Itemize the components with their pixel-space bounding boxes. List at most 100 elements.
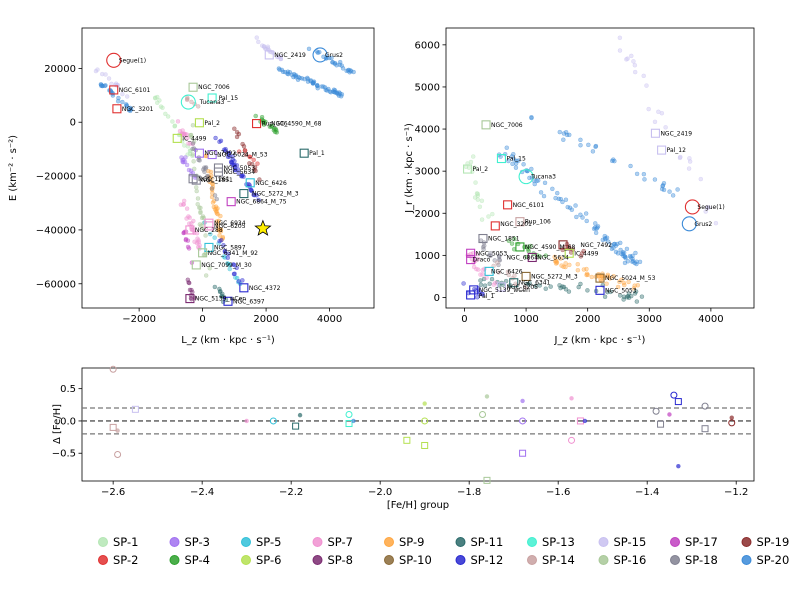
energy-cloud-point (192, 239, 197, 244)
energy-cloud-point (209, 186, 215, 191)
energy-cloud-point (225, 154, 231, 160)
energy-cloud-point (240, 141, 245, 147)
energy-cloud-point (265, 44, 271, 49)
energy-cloud-point (190, 146, 195, 152)
actions-cloud-point (575, 267, 581, 273)
metallicity-panel: −2.6 −2.4 −2.2 −2.0 −1.8 −1.6 −1.4 −1.2 −0.5 0.0 0… (52, 365, 755, 511)
actions-cloud-point (491, 282, 497, 287)
actions-cloud-point (578, 212, 583, 218)
actions-cloud-point (528, 243, 533, 249)
energy-cloud-point (214, 219, 220, 224)
energy-cloud-point (326, 86, 331, 92)
metallicity-point (519, 417, 527, 425)
actions-cloud-point (626, 291, 632, 296)
actions-cloud-point (667, 189, 672, 194)
actions-cloud-point (584, 218, 589, 224)
actions-cloud-point (615, 284, 621, 290)
actions-ylabel: J_r (km · kpc · s⁻¹) (404, 123, 415, 214)
energy-cloud-point (185, 95, 190, 101)
energy-cluster-marker (207, 149, 217, 160)
energy-cloud-point (178, 202, 184, 207)
metallicity-point (345, 420, 353, 428)
metallicity-ylabel: Δ [Fe/H] (52, 404, 63, 444)
legend-swatch (169, 537, 180, 547)
energy-cloud-point (293, 75, 299, 80)
actions-cloud-point (556, 196, 562, 202)
y-tick-label: 0 (70, 118, 76, 129)
actions-cluster-marker (515, 242, 525, 252)
actions-annotation: NGC_5139_wCen (479, 287, 530, 294)
energy-annotation: Pal_1 (309, 150, 325, 157)
metallicity-reference-lines (82, 407, 754, 435)
actions-cluster-marker (595, 285, 605, 295)
energy-cloud-point (195, 104, 201, 109)
energy-annotation: NGC_7006 (198, 84, 230, 91)
actions-cloud-point (581, 248, 586, 254)
actions-cloud-point (632, 69, 638, 75)
energy-cloud-point (232, 126, 237, 131)
energy-cloud-point (214, 196, 220, 202)
actions-cloud-point (506, 158, 511, 164)
metallicity-point (728, 419, 736, 427)
actions-cloud-point (678, 154, 683, 160)
actions-cloud-point (488, 253, 493, 258)
actions-cloud-point (481, 247, 486, 252)
y-tick-label: 0.5 (60, 384, 76, 395)
actions-cloud-point (608, 289, 613, 295)
energy-cloud-point (212, 193, 218, 198)
legend-swatch (241, 537, 251, 547)
energy-annotations: Segue(1)NGC_6101NGC_3201NGC_7006Tucana3P… (119, 52, 343, 305)
energy-cloud-point (124, 94, 130, 99)
actions-annotation: Segue(1) (697, 204, 724, 211)
actions-cloud-point (605, 274, 611, 279)
actions-cloud-point (583, 211, 589, 216)
energy-annotation: NGC_6864_M_75 (236, 199, 287, 206)
legend-label: SP-16 (614, 553, 647, 567)
energy-cloud-point (253, 113, 258, 119)
actions-cloud-point (472, 165, 478, 170)
actions-cloud-point (511, 157, 517, 162)
actions-cloud-point (612, 158, 617, 164)
actions-cloud-point (548, 284, 553, 289)
actions-annotation: NGC_7006 (491, 122, 523, 129)
x-tick-label: 2000 (575, 314, 600, 325)
metallicity-point (667, 412, 672, 417)
energy-cloud-point (189, 99, 194, 105)
actions-cloud-point (478, 278, 483, 283)
energy-cluster-marker (252, 119, 262, 129)
actions-cloud-point (590, 149, 596, 154)
energy-cloud-point (190, 123, 196, 128)
energy-ylabel: E (km⁻² · s⁻²) (8, 135, 19, 201)
energy-annotation: Segue(1) (119, 57, 146, 64)
actions-cloud-point (541, 193, 547, 199)
energy-cloud-point (158, 104, 164, 109)
energy-cloud-point (93, 68, 99, 74)
energy-annotation: NGC_6426 (255, 180, 287, 187)
energy-cloud-point (186, 280, 192, 286)
energy-cluster-marker (172, 133, 182, 143)
energy-cluster-marker (185, 294, 195, 304)
actions-cloud-point (558, 285, 563, 291)
actions-cloud-point (574, 214, 579, 220)
energy-cloud-point (222, 249, 228, 255)
legend-swatch (670, 537, 680, 547)
y-tick-label: 5000 (415, 82, 440, 93)
actions-cloud-point (602, 294, 608, 300)
energy-annotation: NGC_6341_M_92 (208, 250, 259, 257)
actions-cloud-point (529, 114, 534, 120)
actions-cluster-marker (466, 255, 476, 265)
energy-cloud-point (337, 62, 342, 68)
energy-cloud-point (182, 159, 188, 165)
energy-cloud-point (242, 148, 248, 153)
energy-annotation: NGC_6205 (214, 223, 246, 230)
actions-cloud-point (490, 211, 495, 217)
energy-cloud-point (256, 39, 261, 45)
metallicity-point (115, 428, 120, 433)
actions-annotation: NGC_5053 (476, 250, 508, 257)
metallicity-point (676, 463, 681, 469)
energy-cluster-marker (194, 118, 204, 128)
actions-cloud-point (652, 119, 658, 125)
legend-label: SP-6 (256, 553, 281, 567)
actions-cloud-point (634, 261, 639, 267)
